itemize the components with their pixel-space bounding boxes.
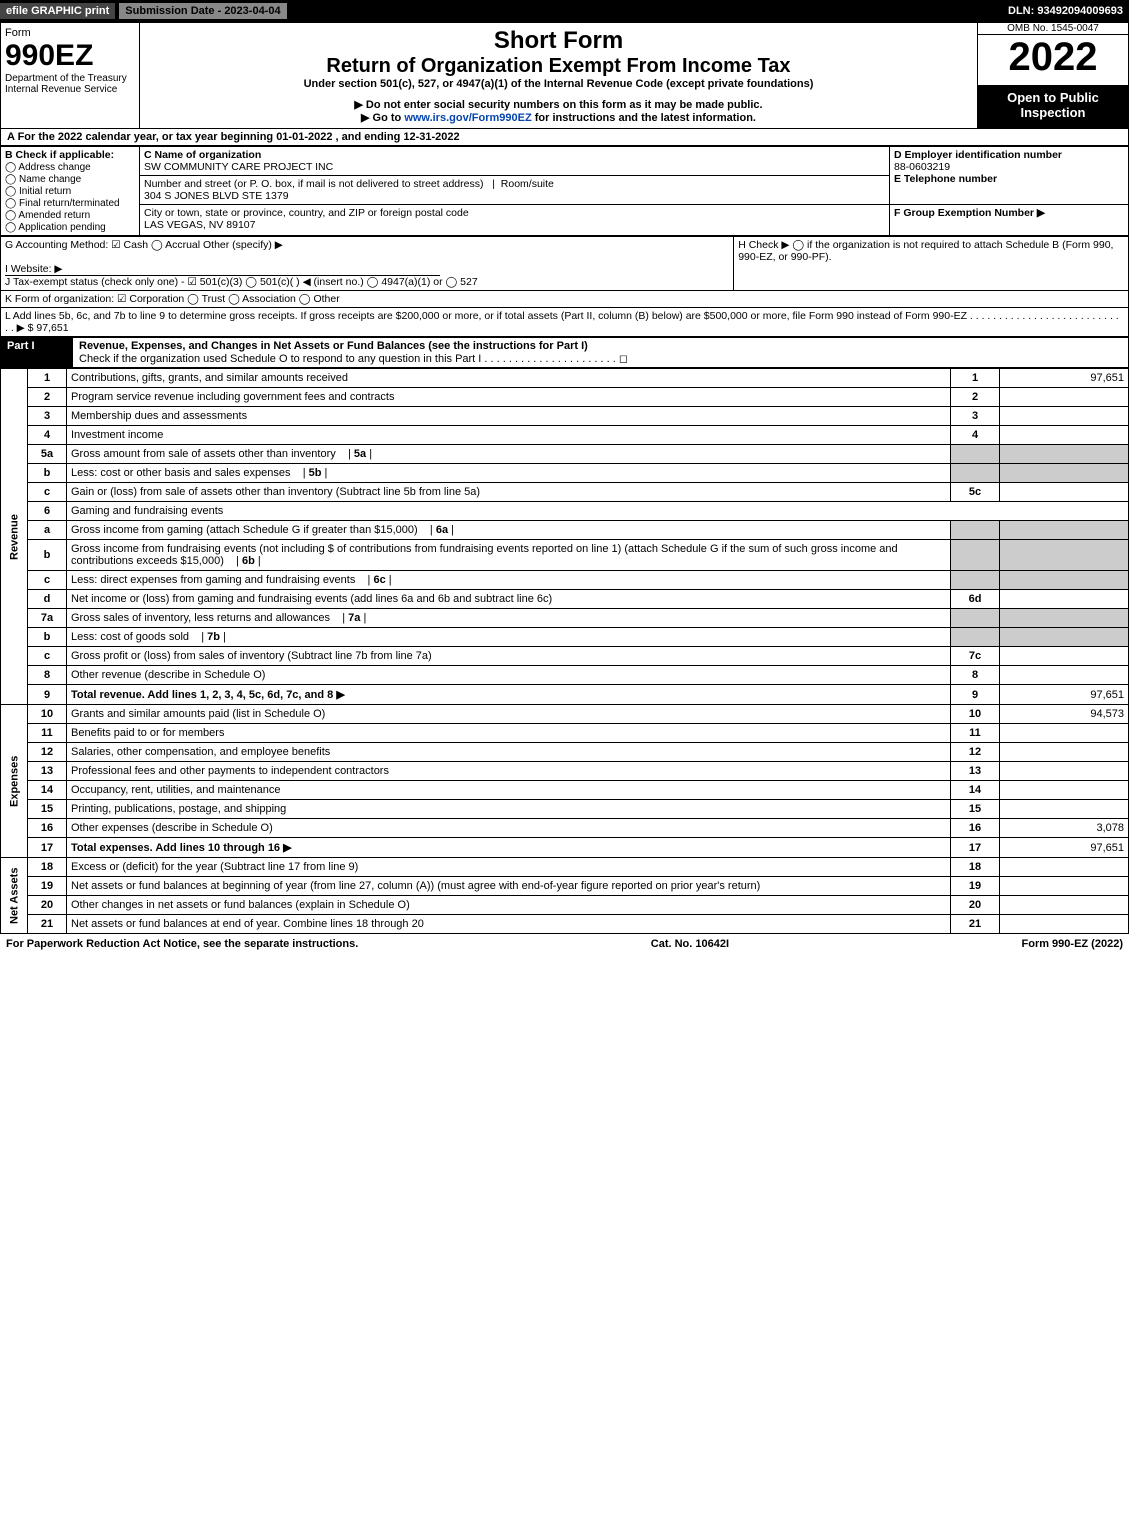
submission-date: Submission Date - 2023-04-04	[119, 3, 286, 19]
revenue-vert: Revenue	[1, 369, 28, 705]
chk-pending[interactable]: ◯ Application pending	[5, 222, 106, 233]
org-name: SW COMMUNITY CARE PROJECT INC	[144, 161, 333, 173]
line-16: Other expenses (describe in Schedule O)	[67, 819, 951, 838]
paperwork-notice: For Paperwork Reduction Act Notice, see …	[6, 938, 358, 950]
top-bar: efile GRAPHIC print Submission Date - 20…	[0, 0, 1129, 22]
line-1: Contributions, gifts, grants, and simila…	[67, 369, 951, 388]
line-5a: Gross amount from sale of assets other t…	[67, 445, 951, 464]
chk-final[interactable]: ◯ Final return/terminated	[5, 198, 120, 209]
ein: 88-0603219	[894, 161, 950, 173]
amt-10: 94,573	[1000, 705, 1129, 724]
line-5b: Less: cost or other basis and sales expe…	[67, 464, 951, 483]
page-footer: For Paperwork Reduction Act Notice, see …	[0, 934, 1129, 954]
line-18: Excess or (deficit) for the year (Subtra…	[67, 858, 951, 877]
line-6c: Less: direct expenses from gaming and fu…	[67, 571, 951, 590]
form-number: 990EZ	[5, 39, 135, 73]
section-k: K Form of organization: ☑ Corporation ◯ …	[1, 291, 1129, 308]
line-3: Membership dues and assessments	[67, 407, 951, 426]
form-ref: Form 990-EZ (2022)	[1022, 938, 1123, 950]
line-4: Investment income	[67, 426, 951, 445]
efile-label[interactable]: efile GRAPHIC print	[0, 3, 115, 19]
dept-label: Department of the Treasury Internal Reve…	[5, 73, 135, 95]
street-address: 304 S JONES BLVD STE 1379	[144, 190, 289, 202]
section-b-label: B Check if applicable:	[5, 149, 114, 161]
goto-link[interactable]: ▶ Go to www.irs.gov/Form990EZ for instru…	[144, 111, 973, 124]
room-label: Room/suite	[501, 178, 554, 190]
section-a: A For the 2022 calendar year, or tax yea…	[0, 129, 1129, 146]
line-7a: Gross sales of inventory, less returns a…	[67, 609, 951, 628]
c-name-label: C Name of organization	[144, 149, 261, 161]
short-form-title: Short Form	[144, 27, 973, 55]
d-label: D Employer identification number	[894, 149, 1062, 161]
part1-heading: Revenue, Expenses, and Changes in Net As…	[79, 340, 588, 352]
section-j: J Tax-exempt status (check only one) - ☑…	[5, 276, 729, 288]
part1-check: Check if the organization used Schedule …	[79, 353, 628, 365]
amt-1: 97,651	[1000, 369, 1129, 388]
line-6a: Gross income from gaming (attach Schedul…	[67, 521, 951, 540]
line-10: Grants and similar amounts paid (list in…	[67, 705, 951, 724]
chk-name[interactable]: ◯ Name change	[5, 174, 81, 185]
line-11: Benefits paid to or for members	[67, 724, 951, 743]
line-13: Professional fees and other payments to …	[67, 762, 951, 781]
amt-9: 97,651	[1000, 685, 1129, 705]
f-label: F Group Exemption Number ▶	[894, 207, 1045, 219]
section-i: I Website: ▶	[5, 263, 440, 276]
line-20: Other changes in net assets or fund bala…	[67, 896, 951, 915]
gl-block: G Accounting Method: ☑ Cash ◯ Accrual Ot…	[0, 236, 1129, 337]
open-to-public: Open to Public Inspection	[978, 86, 1129, 129]
line-6b: Gross income from fundraising events (no…	[67, 540, 951, 571]
org-info-block: B Check if applicable: ◯ Address change …	[0, 146, 1129, 236]
chk-initial[interactable]: ◯ Initial return	[5, 186, 71, 197]
section-h: H Check ▶ ◯ if the organization is not r…	[734, 237, 1129, 291]
section-l: L Add lines 5b, 6c, and 7b to line 9 to …	[1, 308, 1129, 337]
irs-link[interactable]: www.irs.gov/Form990EZ	[404, 112, 531, 124]
city-state-zip: LAS VEGAS, NV 89107	[144, 219, 255, 231]
form-label: Form	[5, 27, 135, 39]
line-8: Other revenue (describe in Schedule O)	[67, 666, 951, 685]
chk-amended[interactable]: ◯ Amended return	[5, 210, 90, 221]
section-g: G Accounting Method: ☑ Cash ◯ Accrual Ot…	[5, 239, 729, 251]
chk-address[interactable]: ◯ Address change	[5, 162, 91, 173]
e-label: E Telephone number	[894, 173, 997, 185]
line-6: Gaming and fundraising events	[67, 502, 1129, 521]
line-6d: Net income or (loss) from gaming and fun…	[67, 590, 951, 609]
line-7c: Gross profit or (loss) from sales of inv…	[67, 647, 951, 666]
omb-number: OMB No. 1545-0047	[978, 23, 1128, 35]
line-5c: Gain or (loss) from sale of assets other…	[67, 483, 951, 502]
tax-year: 2022	[978, 35, 1128, 80]
line-2: Program service revenue including govern…	[67, 388, 951, 407]
amt-16: 3,078	[1000, 819, 1129, 838]
line-15: Printing, publications, postage, and shi…	[67, 800, 951, 819]
dln: DLN: 93492094009693	[1002, 3, 1129, 19]
netassets-vert: Net Assets	[1, 858, 28, 934]
line-12: Salaries, other compensation, and employ…	[67, 743, 951, 762]
return-title: Return of Organization Exempt From Incom…	[144, 55, 973, 78]
amt-17: 97,651	[1000, 838, 1129, 858]
line-17: Total expenses. Add lines 10 through 16 …	[67, 838, 951, 858]
expenses-vert: Expenses	[1, 705, 28, 858]
line-9: Total revenue. Add lines 1, 2, 3, 4, 5c,…	[67, 685, 951, 705]
line-21: Net assets or fund balances at end of ye…	[67, 915, 951, 934]
cat-no: Cat. No. 10642I	[651, 938, 729, 950]
ssn-warning: ▶ Do not enter social security numbers o…	[144, 98, 973, 111]
line-7b: Less: cost of goods sold | 7b |	[67, 628, 951, 647]
part1-label: Part I	[1, 338, 73, 367]
addr-label: Number and street (or P. O. box, if mail…	[144, 178, 483, 190]
line-19: Net assets or fund balances at beginning…	[67, 877, 951, 896]
line-14: Occupancy, rent, utilities, and maintena…	[67, 781, 951, 800]
under-section: Under section 501(c), 527, or 4947(a)(1)…	[144, 78, 973, 90]
part1-table: Revenue 1Contributions, gifts, grants, a…	[0, 368, 1129, 934]
form-header: Form 990EZ Department of the Treasury In…	[0, 22, 1129, 129]
city-label: City or town, state or province, country…	[144, 207, 469, 219]
